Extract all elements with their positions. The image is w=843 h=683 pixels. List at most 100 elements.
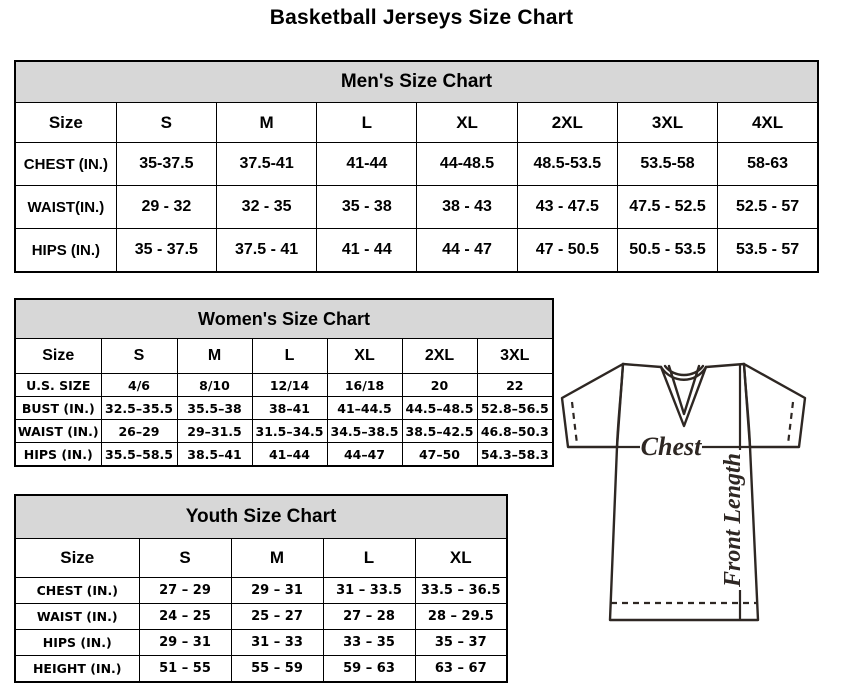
mens-chest-m: 37.5-41 <box>215 142 318 186</box>
mens-row-label-hips: HIPS (IN.) <box>14 228 117 273</box>
page-title: Basketball Jerseys Size Chart <box>269 6 574 29</box>
mens-hips-2xl: 47 - 50.5 <box>516 228 618 273</box>
youth-col-header-m: M <box>230 538 324 578</box>
jersey-measurement-diagram: Chest Front Length <box>522 340 843 646</box>
table-row: WAIST (IN.) 24 – 25 25 – 27 27 – 28 28 –… <box>14 603 508 630</box>
mens-hips-s: 35 - 37.5 <box>115 228 217 273</box>
left-sleeve-shape <box>560 362 625 449</box>
youth-waist-s: 24 – 25 <box>138 603 232 630</box>
womens-col-header-size: Size <box>14 338 102 374</box>
youth-hips-s: 29 – 31 <box>138 629 232 656</box>
womens-ussize-m: 8/10 <box>176 373 253 397</box>
youth-col-header-s: S <box>138 538 232 578</box>
vneck-inner-line <box>667 364 701 416</box>
youth-chest-l: 31 – 33.5 <box>322 577 416 604</box>
youth-size-chart-table: Youth Size Chart Size S M L XL CHEST (IN… <box>14 494 509 683</box>
womens-waist-2xl: 38.5–42.5 <box>401 419 478 443</box>
youth-waist-m: 25 – 27 <box>230 603 324 630</box>
mens-hips-m: 37.5 - 41 <box>215 228 318 273</box>
womens-waist-xl: 34.5–38.5 <box>326 419 403 443</box>
womens-row-label-bust: BUST (IN.) <box>14 396 102 420</box>
youth-row-label-chest: CHEST (IN.) <box>14 577 140 604</box>
mens-waist-l: 35 - 38 <box>316 185 418 229</box>
youth-row-label-height: HEIGHT (IN.) <box>14 655 140 683</box>
mens-col-header-xl: XL <box>416 102 518 143</box>
youth-col-header-l: L <box>322 538 416 578</box>
torso-body-shape <box>608 445 760 622</box>
womens-bust-s: 32.5–35.5 <box>100 396 178 420</box>
womens-col-header-l: L <box>251 338 328 374</box>
right-sleeve-shape <box>742 362 807 449</box>
table-row: WAIST (IN.) 26–29 29–31.5 31.5–34.5 34.5… <box>14 419 554 443</box>
mens-hips-4xl: 53.5 - 57 <box>717 228 819 273</box>
right-armscye-curve <box>742 362 752 449</box>
chest-measure-label: Chest <box>641 432 702 461</box>
table-row: HEIGHT (IN.) 51 – 55 55 – 59 59 – 63 63 … <box>14 655 508 683</box>
mens-chest-l: 41-44 <box>316 142 418 186</box>
mens-hips-3xl: 50.5 - 53.5 <box>616 228 719 273</box>
table-banner-row: Men's Size Chart <box>14 60 819 103</box>
mens-waist-3xl: 47.5 - 52.5 <box>616 185 719 229</box>
left-armscye-curve <box>615 362 625 449</box>
womens-hips-xl: 44–47 <box>326 442 403 467</box>
womens-hips-m: 38.5–41 <box>176 442 253 467</box>
vneck-outer-line <box>659 365 708 428</box>
womens-row-label-us-size: U.S. SIZE <box>14 373 102 397</box>
youth-row-label-waist: WAIST (IN.) <box>14 603 140 630</box>
womens-col-header-xl: XL <box>326 338 403 374</box>
front-length-measure-label: Front Length <box>720 453 746 588</box>
womens-hips-s: 35.5–58.5 <box>100 442 178 467</box>
womens-bust-2xl: 44.5–48.5 <box>401 396 478 420</box>
mens-chest-3xl: 53.5-58 <box>616 142 719 186</box>
mens-chest-2xl: 48.5-53.5 <box>516 142 618 186</box>
youth-chest-m: 29 – 31 <box>230 577 324 604</box>
womens-ussize-2xl: 20 <box>401 373 478 397</box>
womens-col-header-3xl: 3XL <box>476 338 554 374</box>
table-row: CHEST (IN.) 35-37.5 37.5-41 41-44 44-48.… <box>14 142 819 186</box>
table-row: CHEST (IN.) 27 – 29 29 – 31 31 – 33.5 33… <box>14 577 508 604</box>
right-shoulder-line <box>704 362 746 369</box>
collar-arc-inner <box>663 364 705 377</box>
mens-col-header-size: Size <box>14 102 117 143</box>
womens-ussize-3xl: 22 <box>476 373 554 397</box>
womens-col-header-2xl: 2XL <box>401 338 478 374</box>
mens-waist-4xl: 52.5 - 57 <box>717 185 819 229</box>
womens-hips-3xl: 54.3–58.3 <box>476 442 554 467</box>
youth-height-xl: 63 – 67 <box>414 655 508 683</box>
table-header-row: Size S M L XL 2XL 3XL <box>14 338 554 374</box>
youth-col-header-xl: XL <box>414 538 508 578</box>
mens-chest-4xl: 58-63 <box>717 142 819 186</box>
left-sleeve-cuff-dash <box>570 401 579 445</box>
womens-ussize-xl: 16/18 <box>326 373 403 397</box>
table-row: HIPS (IN.) 35.5–58.5 38.5–41 41–44 44–47… <box>14 442 554 467</box>
womens-bust-xl: 41–44.5 <box>326 396 403 420</box>
youth-col-header-size: Size <box>14 538 140 578</box>
womens-ussize-l: 12/14 <box>251 373 328 397</box>
mens-hips-l: 41 - 44 <box>316 228 418 273</box>
table-header-row: Size S M L XL <box>14 538 508 578</box>
mens-chest-s: 35-37.5 <box>115 142 217 186</box>
youth-chest-s: 27 – 29 <box>138 577 232 604</box>
womens-ussize-s: 4/6 <box>100 373 178 397</box>
table-row: U.S. SIZE 4/6 8/10 12/14 16/18 20 22 <box>14 373 554 397</box>
mens-waist-2xl: 43 - 47.5 <box>516 185 618 229</box>
mens-waist-xl: 38 - 43 <box>416 185 518 229</box>
table-row: HIPS (IN.) 35 - 37.5 37.5 - 41 41 - 44 4… <box>14 228 819 273</box>
womens-bust-l: 38–41 <box>251 396 328 420</box>
table-row: WAIST(IN.) 29 - 32 32 - 35 35 - 38 38 - … <box>14 185 819 229</box>
youth-waist-xl: 28 – 29.5 <box>414 603 508 630</box>
womens-hips-l: 41–44 <box>251 442 328 467</box>
table-row: BUST (IN.) 32.5–35.5 35.5–38 38–41 41–44… <box>14 396 554 420</box>
table-banner-row: Women's Size Chart <box>14 298 554 339</box>
womens-col-header-s: S <box>100 338 178 374</box>
youth-hips-m: 31 – 33 <box>230 629 324 656</box>
table-header-row: Size S M L XL 2XL 3XL 4XL <box>14 102 819 143</box>
mens-col-header-m: M <box>215 102 318 143</box>
jersey-stitch-dashes-group <box>570 401 795 605</box>
mens-col-header-2xl: 2XL <box>516 102 618 143</box>
mens-banner-label: Men's Size Chart <box>14 60 819 103</box>
youth-hips-l: 33 – 35 <box>322 629 416 656</box>
youth-height-m: 55 – 59 <box>230 655 324 683</box>
womens-banner-label: Women's Size Chart <box>14 298 554 339</box>
youth-row-label-hips: HIPS (IN.) <box>14 629 140 656</box>
